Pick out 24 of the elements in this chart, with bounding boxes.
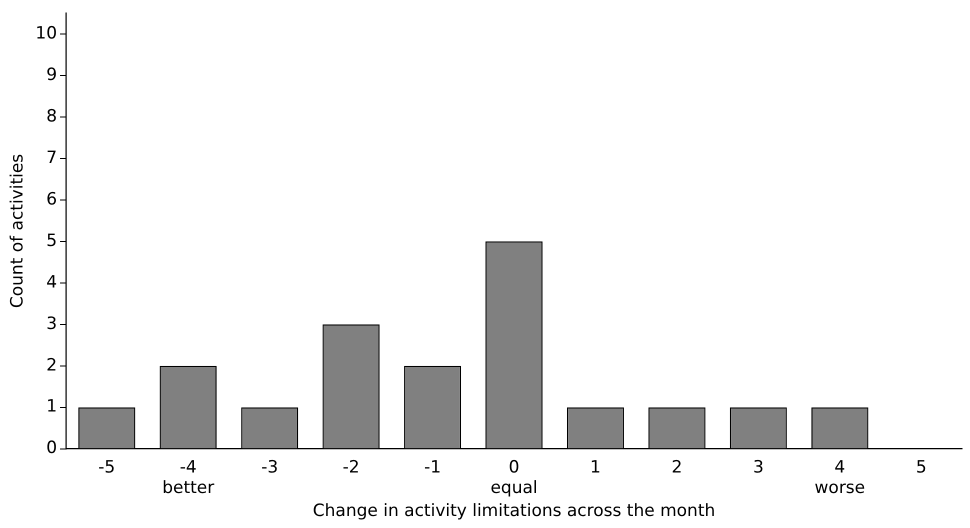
x-tick-label: -2: [342, 457, 360, 478]
y-tick-label: 3: [46, 314, 58, 334]
y-tick-label: 5: [46, 230, 58, 251]
y-tick-label: 7: [46, 148, 58, 168]
x-axis-title: Change in activity limitations across the month: [312, 501, 716, 522]
x-tick-label: 2: [672, 457, 682, 478]
y-tick-label: 8: [46, 106, 58, 126]
y-tick-label: 1: [46, 396, 58, 417]
x-tick-label: 1: [590, 457, 601, 478]
y-axis-title: Count of activities: [8, 154, 28, 308]
x-tick-label: -1: [424, 457, 442, 478]
x-tick-label: -3: [261, 457, 278, 478]
y-tick-label: 4: [46, 272, 58, 292]
x-tick-label: 3: [752, 457, 764, 478]
y-tick-label: 2: [46, 355, 58, 376]
x-tick-label: 0 equal: [490, 457, 538, 498]
y-tick-label: 6: [46, 189, 58, 210]
y-tick-label: 0: [46, 438, 58, 458]
x-tick-label: -5: [98, 457, 116, 478]
x-tick-label: -4 better: [162, 457, 214, 498]
y-tick-label: 10: [35, 23, 58, 44]
x-tick-label: 5: [916, 457, 927, 478]
y-tick-label: 9: [46, 64, 58, 85]
x-tick-label: 4 worse: [814, 457, 866, 498]
